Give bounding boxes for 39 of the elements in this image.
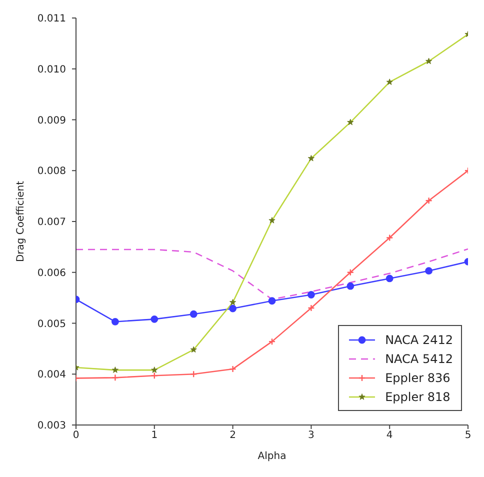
point (112, 374, 119, 382)
y-tick-label: 0.007 (37, 217, 66, 228)
point (425, 197, 432, 204)
x-tick-label: 3 (308, 430, 314, 442)
point (268, 338, 276, 346)
point (268, 297, 276, 305)
x-tick-label: 1 (151, 430, 158, 442)
y-axis-title: Drag Coefficient (16, 180, 27, 262)
y-tick-label: 0.010 (37, 64, 66, 76)
point (150, 372, 158, 380)
x-axis-title: Alpha (258, 451, 286, 462)
point (386, 274, 394, 282)
point (150, 315, 158, 323)
y-tick-label: 0.005 (37, 318, 66, 330)
point (229, 365, 236, 373)
x-tick-label: 4 (386, 430, 393, 442)
y-tick-label: 0.011 (37, 14, 66, 25)
point (112, 318, 119, 326)
y-tick-label: 0.009 (37, 115, 66, 126)
point (190, 310, 198, 318)
x-tick-label: 5 (464, 430, 472, 442)
y-tick-label: 0.008 (37, 166, 66, 178)
point (425, 267, 432, 275)
point (229, 304, 236, 312)
legend-label: Eppler 836 (385, 370, 450, 384)
x-tick-label: 0 (72, 430, 80, 442)
point (346, 282, 354, 290)
point (308, 291, 315, 298)
y-tick-label: 0.006 (37, 268, 66, 279)
legend-label: Eppler 818 (385, 390, 450, 404)
point (308, 304, 315, 312)
x-tick-label: 2 (230, 430, 236, 442)
y-tick-label: 0.003 (37, 420, 66, 432)
point (386, 234, 394, 242)
legend-label: NACA 5412 (385, 352, 453, 366)
y-tick-label: 0.004 (37, 370, 66, 381)
point (346, 268, 354, 276)
point (190, 370, 198, 378)
legend-label: NACA 2412 (385, 332, 453, 346)
